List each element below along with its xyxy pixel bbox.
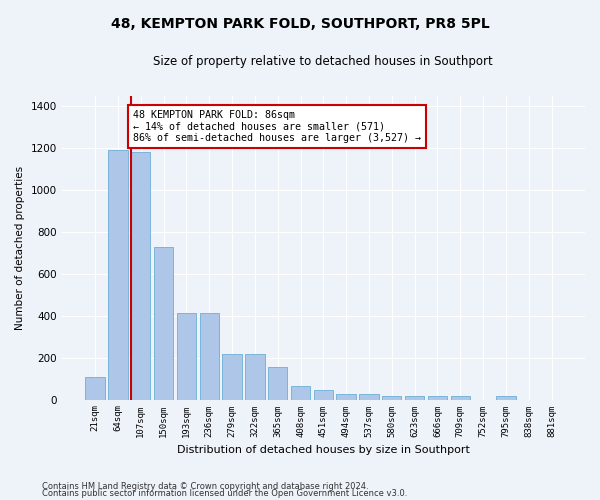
Bar [154,246,173,400]
Bar [337,394,356,400]
Bar [359,394,379,400]
Bar [131,152,151,400]
Text: Contains HM Land Registry data © Crown copyright and database right 2024.: Contains HM Land Registry data © Crown c… [42,482,368,491]
Bar [428,396,447,400]
Bar [291,386,310,400]
X-axis label: Distribution of detached houses by size in Southport: Distribution of detached houses by size … [177,445,470,455]
Bar [268,367,287,400]
Bar [200,312,219,400]
Bar [382,396,401,400]
Bar [245,354,265,400]
Title: Size of property relative to detached houses in Southport: Size of property relative to detached ho… [154,55,493,68]
Y-axis label: Number of detached properties: Number of detached properties [15,166,25,330]
Bar [223,354,242,400]
Bar [85,377,105,400]
Text: Contains public sector information licensed under the Open Government Licence v3: Contains public sector information licen… [42,489,407,498]
Bar [314,390,333,400]
Text: 48, KEMPTON PARK FOLD, SOUTHPORT, PR8 5PL: 48, KEMPTON PARK FOLD, SOUTHPORT, PR8 5P… [110,18,490,32]
Text: 48 KEMPTON PARK FOLD: 86sqm
← 14% of detached houses are smaller (571)
86% of se: 48 KEMPTON PARK FOLD: 86sqm ← 14% of det… [133,110,421,144]
Bar [108,150,128,400]
Bar [451,396,470,400]
Bar [177,312,196,400]
Bar [496,396,515,400]
Bar [405,396,424,400]
